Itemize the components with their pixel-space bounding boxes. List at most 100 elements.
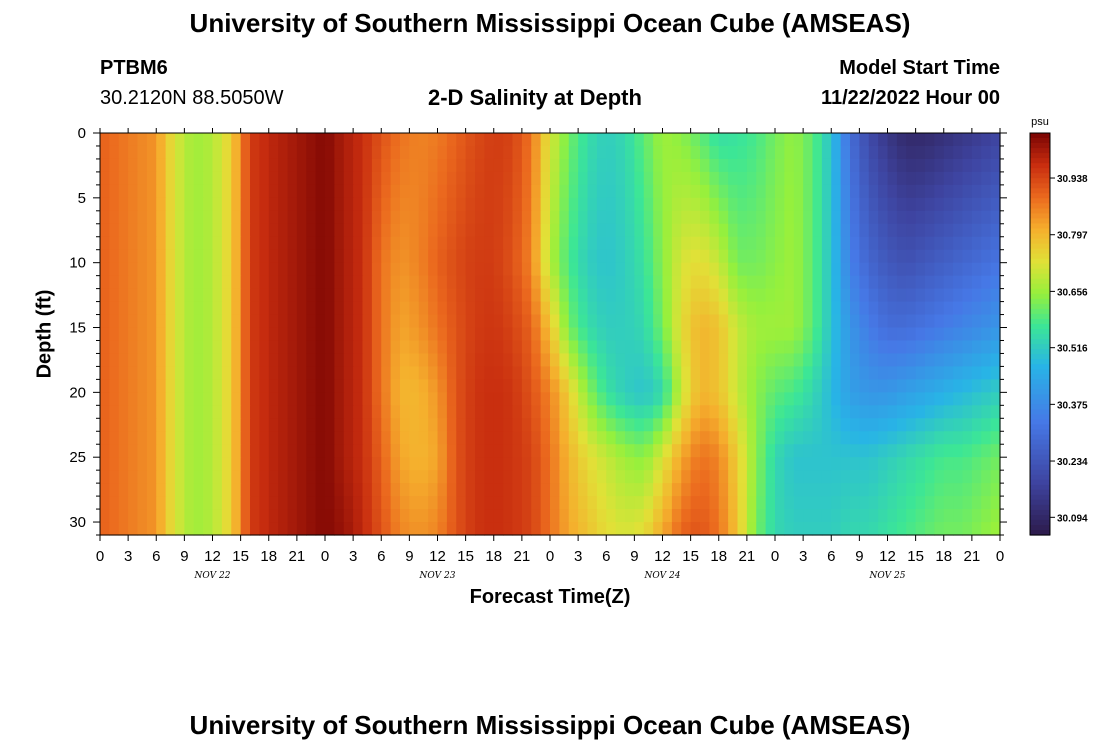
- heatmap-cell: [746, 522, 757, 536]
- heatmap-cell: [896, 483, 907, 497]
- heatmap-cell: [203, 236, 214, 251]
- y-tick-label: 5: [78, 190, 86, 207]
- heatmap-cell: [137, 301, 148, 316]
- heatmap-cell: [981, 405, 992, 419]
- heatmap-cell: [625, 340, 635, 355]
- heatmap-cell: [559, 418, 570, 432]
- heatmap-cell: [568, 210, 579, 225]
- heatmap-cell: [465, 522, 476, 536]
- heatmap-cell: [737, 483, 748, 497]
- heatmap-cell: [493, 340, 504, 355]
- heatmap-cell: [671, 418, 682, 432]
- heatmap-cell: [634, 223, 645, 238]
- heatmap-cell: [925, 223, 935, 238]
- heatmap-cell: [906, 353, 917, 368]
- heatmap-cell: [325, 301, 335, 316]
- heatmap-cell: [962, 314, 973, 329]
- heatmap-cell: [559, 301, 570, 316]
- heatmap-cell: [690, 470, 701, 484]
- heatmap-cell: [596, 184, 607, 199]
- heatmap-cell: [765, 171, 776, 186]
- heatmap-cell: [475, 483, 485, 497]
- heatmap-cell: [803, 392, 814, 406]
- heatmap-cell: [137, 236, 148, 251]
- heatmap-cell: [353, 314, 364, 329]
- heatmap-cell: [896, 496, 907, 510]
- heatmap-cell: [625, 496, 635, 510]
- heatmap-cell: [118, 314, 129, 329]
- heatmap-cell: [859, 197, 870, 212]
- heatmap-cell: [803, 418, 814, 432]
- heatmap-cell: [409, 236, 420, 251]
- heatmap-cell: [315, 133, 326, 147]
- heatmap-cell: [718, 158, 729, 173]
- heatmap-cell: [306, 522, 317, 536]
- heatmap-cell: [503, 366, 514, 380]
- heatmap-cell: [428, 275, 439, 290]
- heatmap-cell: [765, 470, 776, 484]
- heatmap-cell: [962, 392, 973, 406]
- heatmap-cell: [859, 457, 870, 471]
- heatmap-cell: [156, 457, 167, 471]
- heatmap-cell: [484, 158, 495, 173]
- heatmap-cell: [728, 145, 739, 160]
- heatmap-cell: [334, 236, 345, 251]
- heatmap-cell: [765, 522, 776, 536]
- colorbar-segment: [1030, 439, 1050, 446]
- heatmap-cell: [446, 457, 457, 471]
- heatmap-cell: [362, 353, 373, 368]
- heatmap-cell: [109, 405, 120, 419]
- heatmap-cell: [690, 405, 701, 419]
- heatmap-cell: [287, 483, 298, 497]
- heatmap-cell: [503, 353, 514, 368]
- heatmap-cell: [484, 301, 495, 316]
- heatmap-cell: [775, 171, 785, 186]
- heatmap-cell: [484, 314, 495, 329]
- heatmap-cell: [775, 470, 785, 484]
- heatmap-cell: [325, 444, 335, 458]
- heatmap-cell: [353, 262, 364, 277]
- heatmap-cell: [615, 197, 626, 212]
- heatmap-cell: [137, 133, 148, 147]
- heatmap-cell: [981, 158, 992, 173]
- heatmap-cell: [306, 145, 317, 160]
- heatmap-cell: [334, 210, 345, 225]
- heatmap-cell: [475, 301, 485, 316]
- heatmap-cell: [212, 158, 223, 173]
- heatmap-cell: [887, 145, 898, 160]
- colorbar-segment: [1030, 248, 1050, 255]
- heatmap-cell: [400, 431, 410, 445]
- heatmap-cell: [878, 223, 889, 238]
- heatmap-cell: [212, 509, 223, 523]
- heatmap-cell: [578, 236, 589, 251]
- heatmap-cell: [868, 470, 879, 484]
- heatmap-cell: [962, 301, 973, 316]
- heatmap-cell: [981, 223, 992, 238]
- heatmap-cell: [231, 158, 242, 173]
- heatmap-cell: [878, 171, 889, 186]
- heatmap-cell: [371, 145, 382, 160]
- heatmap-cell: [325, 314, 335, 329]
- heatmap-cell: [653, 236, 664, 251]
- heatmap-cell: [175, 483, 185, 497]
- colorbar-segment: [1030, 193, 1050, 199]
- heatmap-cell: [165, 483, 176, 497]
- heatmap-cell: [503, 431, 514, 445]
- heatmap-cell: [259, 483, 270, 497]
- heatmap-cell: [803, 496, 814, 510]
- heatmap-cell: [765, 288, 776, 303]
- heatmap-cell: [184, 210, 195, 225]
- heatmap-cell: [671, 392, 682, 406]
- heatmap-cell: [868, 444, 879, 458]
- heatmap-cell: [428, 133, 439, 147]
- heatmap-cell: [962, 353, 973, 368]
- heatmap-cell: [250, 327, 260, 342]
- heatmap-cell: [296, 405, 307, 419]
- heatmap-cell: [325, 210, 335, 225]
- heatmap-cell: [709, 483, 720, 497]
- heatmap-cell: [737, 145, 748, 160]
- heatmap-cell: [428, 444, 439, 458]
- heatmap-cell: [334, 509, 345, 523]
- heatmap-cell: [287, 353, 298, 368]
- heatmap-cell: [400, 483, 410, 497]
